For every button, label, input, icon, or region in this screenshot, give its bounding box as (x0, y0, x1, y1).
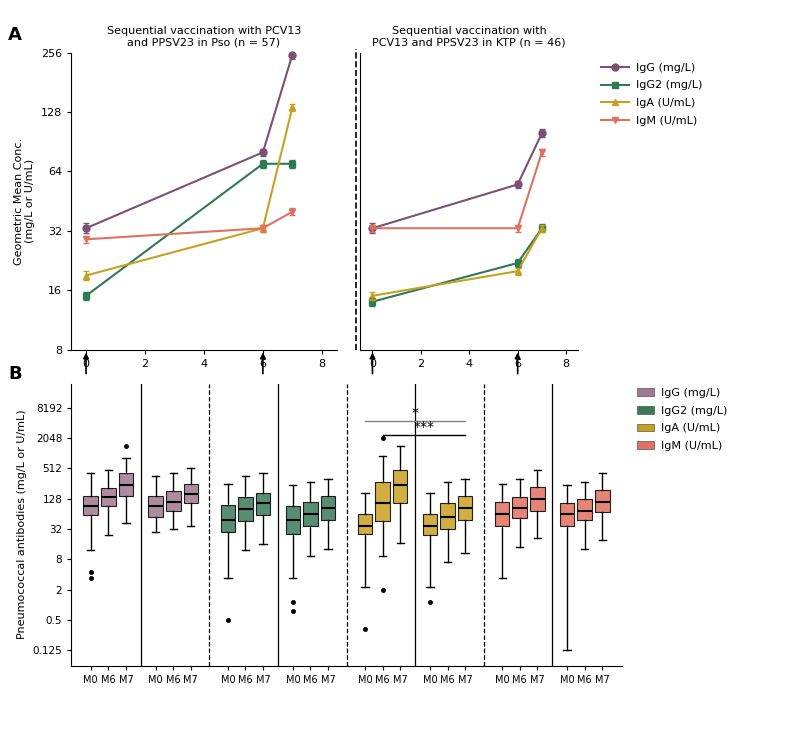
PathPatch shape (375, 482, 390, 521)
Y-axis label: Pneumococcal antibodies (mg/L or U/mL): Pneumococcal antibodies (mg/L or U/mL) (17, 410, 27, 639)
PathPatch shape (358, 514, 372, 534)
PathPatch shape (184, 484, 198, 503)
Text: B: B (8, 365, 21, 383)
PathPatch shape (440, 503, 455, 529)
Text: ***: *** (413, 420, 434, 434)
PathPatch shape (256, 493, 270, 515)
PathPatch shape (119, 473, 133, 496)
PathPatch shape (393, 470, 408, 503)
PathPatch shape (83, 496, 98, 515)
PathPatch shape (303, 502, 318, 526)
Text: A: A (8, 26, 22, 44)
PathPatch shape (512, 497, 527, 518)
PathPatch shape (560, 503, 574, 526)
PathPatch shape (221, 505, 235, 532)
PathPatch shape (238, 497, 253, 521)
PathPatch shape (530, 487, 545, 511)
Y-axis label: Geometric Mean Conc.
(mg/L or U/mL): Geometric Mean Conc. (mg/L or U/mL) (13, 138, 36, 265)
PathPatch shape (148, 496, 163, 517)
Legend: IgG (mg/L), IgG2 (mg/L), IgA (U/mL), IgM (U/mL): IgG (mg/L), IgG2 (mg/L), IgA (U/mL), IgM… (633, 384, 731, 456)
Title: Sequential vaccination with PCV13
and PPSV23 in Pso (n = 57): Sequential vaccination with PCV13 and PP… (107, 26, 301, 47)
PathPatch shape (101, 488, 116, 506)
PathPatch shape (577, 499, 592, 520)
PathPatch shape (166, 491, 181, 511)
PathPatch shape (495, 502, 509, 526)
PathPatch shape (458, 496, 472, 520)
PathPatch shape (321, 496, 335, 520)
Text: *: * (412, 406, 418, 420)
Title: Sequential vaccination with
PCV13 and PPSV23 in KTP (n = 46): Sequential vaccination with PCV13 and PP… (372, 26, 566, 47)
PathPatch shape (285, 506, 300, 534)
Legend: IgG (mg/L), IgG2 (mg/L), IgA (U/mL), IgM (U/mL): IgG (mg/L), IgG2 (mg/L), IgA (U/mL), IgM… (597, 58, 706, 130)
PathPatch shape (423, 514, 437, 535)
PathPatch shape (595, 490, 610, 512)
